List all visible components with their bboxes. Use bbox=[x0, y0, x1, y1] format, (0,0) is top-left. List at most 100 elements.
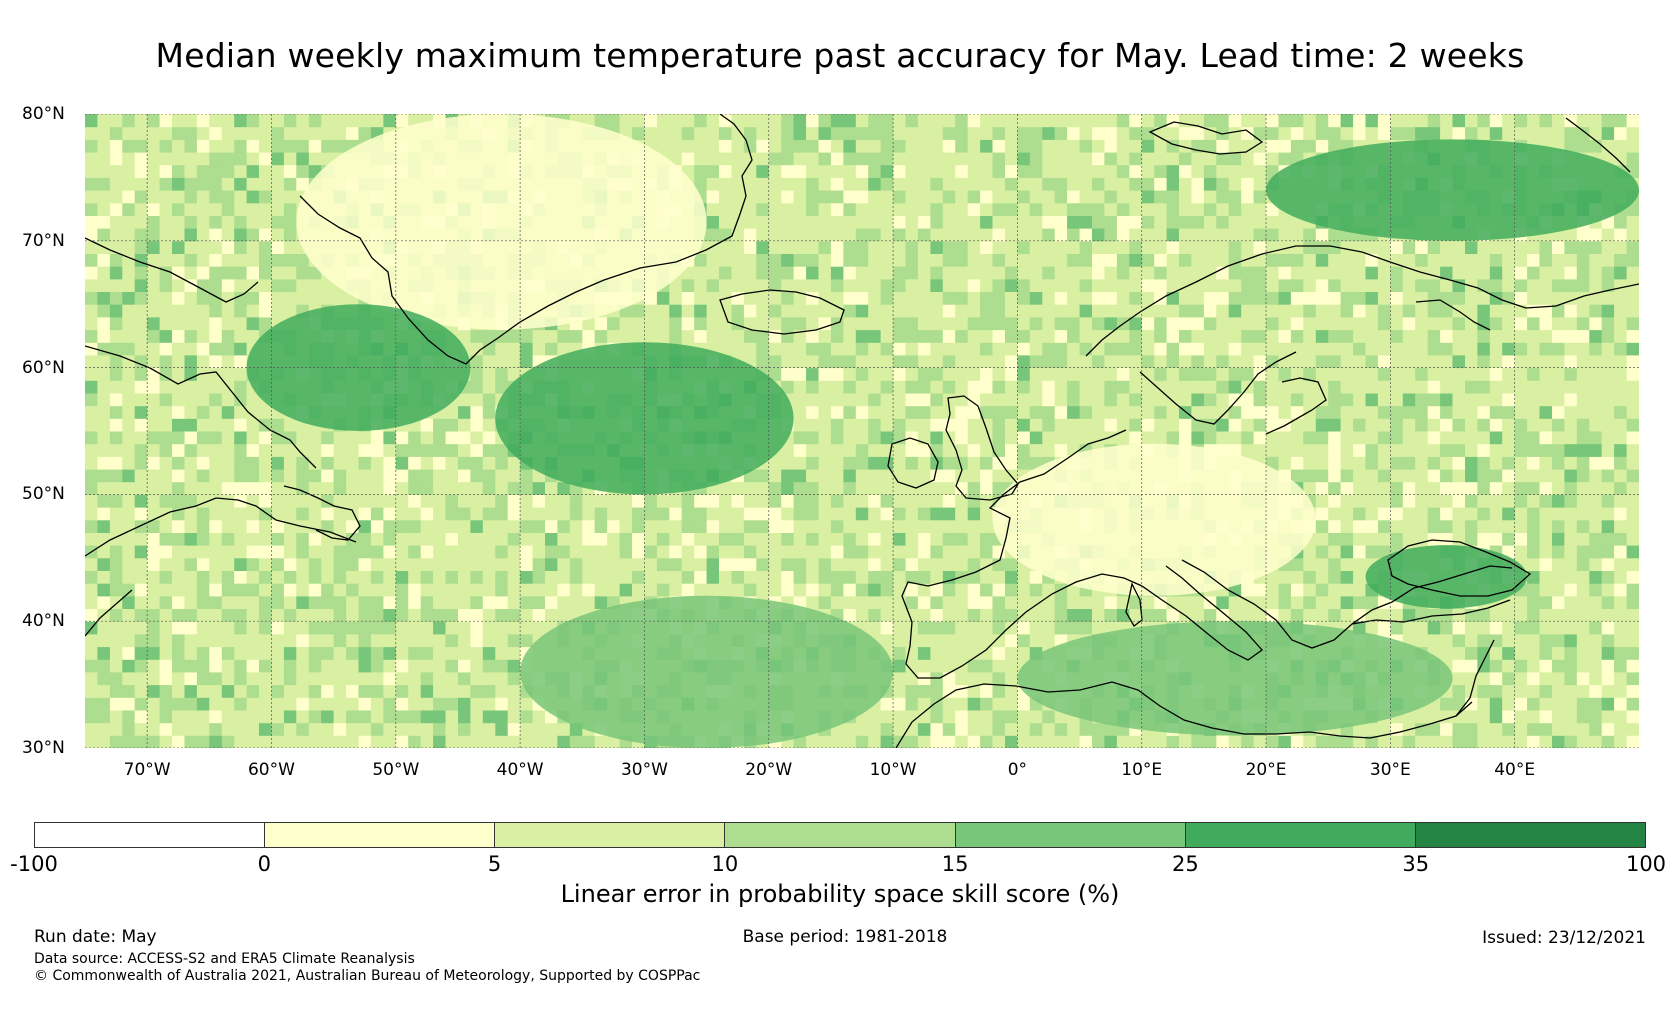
skill-cell bbox=[246, 633, 260, 648]
skill-cell bbox=[1303, 418, 1317, 432]
skill-cell bbox=[1241, 266, 1255, 280]
skill-cell bbox=[246, 646, 260, 660]
skill-cell bbox=[955, 431, 969, 445]
skill-cell bbox=[930, 215, 944, 229]
skill-cell bbox=[1203, 139, 1217, 153]
skill-cell bbox=[1278, 126, 1292, 140]
skill-cell bbox=[1092, 139, 1105, 153]
skill-cell bbox=[196, 215, 210, 229]
skill-cell bbox=[980, 710, 993, 724]
skill-cell bbox=[942, 240, 956, 254]
skill-cell bbox=[383, 469, 397, 483]
skill-cell bbox=[184, 557, 198, 571]
skill-cell bbox=[830, 545, 844, 559]
skill-cell bbox=[830, 431, 844, 445]
skill-cell bbox=[196, 418, 210, 432]
skill-cell bbox=[942, 152, 956, 166]
skill-cell bbox=[1228, 405, 1242, 419]
skill-cell bbox=[855, 519, 869, 533]
skill-cell bbox=[1054, 139, 1068, 153]
skill-cell bbox=[806, 735, 819, 748]
skill-cell bbox=[445, 595, 459, 609]
skill-cell bbox=[458, 456, 471, 470]
skill-cell bbox=[1129, 405, 1143, 419]
skill-cell bbox=[930, 228, 944, 242]
skill-cell bbox=[681, 139, 695, 153]
skill-cell bbox=[346, 583, 359, 597]
skill-cell bbox=[147, 266, 161, 280]
skill-cell bbox=[1253, 177, 1267, 191]
skill-cell bbox=[1203, 418, 1217, 432]
skill-cell bbox=[97, 735, 111, 748]
skill-cell bbox=[830, 342, 844, 356]
skill-cell bbox=[1179, 215, 1192, 229]
skill-cell bbox=[930, 126, 944, 140]
skill-cell bbox=[1017, 735, 1031, 748]
skill-cell bbox=[433, 595, 446, 609]
skill-cell bbox=[967, 380, 981, 394]
skill-cell bbox=[1290, 304, 1304, 318]
skill-cell bbox=[532, 722, 546, 736]
skill-cell bbox=[669, 519, 683, 533]
skill-cell bbox=[905, 126, 919, 140]
skill-cell bbox=[134, 697, 148, 711]
skill-cell bbox=[1203, 608, 1217, 622]
skill-cell bbox=[507, 621, 521, 635]
skill-cell bbox=[1017, 722, 1031, 736]
skill-cell bbox=[1228, 367, 1242, 381]
skill-cell bbox=[930, 354, 944, 369]
skill-cell bbox=[818, 481, 832, 495]
skill-cell bbox=[917, 507, 931, 521]
skill-cell bbox=[806, 164, 819, 178]
skill-cell bbox=[768, 316, 782, 331]
skill-score-map[interactable] bbox=[0, 0, 1680, 800]
skill-cell bbox=[109, 481, 123, 495]
skill-cell bbox=[719, 329, 732, 343]
skill-cell bbox=[184, 380, 198, 394]
skill-cell bbox=[420, 583, 434, 597]
skill-cell bbox=[793, 291, 807, 305]
skill-cell bbox=[955, 608, 969, 622]
skill-cell bbox=[694, 494, 708, 508]
skill-cell bbox=[868, 152, 882, 166]
skill-cell bbox=[97, 671, 111, 686]
skill-cell bbox=[1042, 316, 1056, 331]
skill-cell bbox=[930, 583, 944, 597]
skill-cell bbox=[122, 633, 136, 648]
skill-cell bbox=[743, 291, 757, 305]
skill-cell bbox=[184, 621, 198, 635]
skill-cell bbox=[209, 215, 223, 229]
skill-cell bbox=[333, 595, 347, 609]
skill-cell bbox=[781, 266, 795, 280]
skill-cell bbox=[85, 126, 98, 140]
skill-cell bbox=[470, 469, 484, 483]
skill-cell bbox=[1092, 228, 1105, 242]
skill-cell bbox=[781, 278, 795, 292]
skill-cell bbox=[445, 431, 459, 445]
skill-cell bbox=[1228, 431, 1242, 445]
skill-cell bbox=[930, 164, 944, 178]
skill-cell bbox=[1278, 608, 1292, 622]
skill-cell bbox=[818, 304, 832, 318]
skill-cell bbox=[843, 304, 857, 318]
skill-cell bbox=[868, 240, 882, 254]
skill-cell bbox=[470, 519, 484, 533]
skill-cell bbox=[1278, 583, 1292, 597]
skill-cell bbox=[880, 164, 894, 178]
skill-cell bbox=[85, 456, 98, 470]
skill-cell bbox=[1278, 278, 1292, 292]
skill-cell bbox=[868, 735, 882, 748]
skill-cell bbox=[532, 608, 546, 622]
skill-cell bbox=[470, 532, 484, 546]
skill-cell bbox=[520, 621, 533, 635]
skill-cell bbox=[1228, 164, 1242, 178]
skill-cell bbox=[818, 380, 832, 394]
skill-cell bbox=[843, 354, 857, 369]
skill-cell bbox=[830, 240, 844, 254]
skill-cell bbox=[147, 583, 161, 597]
skill-cell bbox=[420, 469, 434, 483]
skill-cell bbox=[1303, 583, 1317, 597]
skill-cell bbox=[85, 139, 98, 153]
skill-cell bbox=[1290, 126, 1304, 140]
skill-cell bbox=[196, 253, 210, 267]
